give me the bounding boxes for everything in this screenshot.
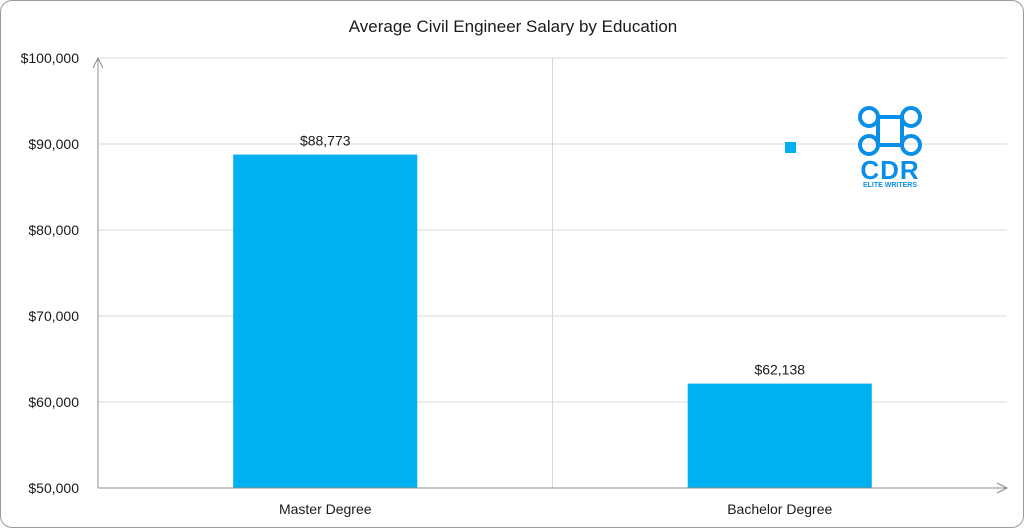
logo-text: CDR (860, 155, 919, 185)
data-label: $88,773 (300, 133, 351, 149)
logo-subtext: ELITE WRITERS (863, 182, 917, 189)
bar (233, 154, 418, 489)
x-tick-label: Master Degree (279, 501, 372, 517)
x-tick-label: Bachelor Degree (727, 501, 832, 517)
bars (233, 154, 872, 489)
cdr-logo: CDR ELITE WRITERS (785, 106, 922, 189)
y-tick-label: $80,000 (28, 222, 79, 238)
labels: $50,000 $60,000 $70,000 $80,000 $90,000 $100,… (21, 50, 833, 517)
data-label: $62,138 (754, 362, 805, 378)
logo-emblem-icon (858, 106, 922, 156)
logo-square-icon (785, 142, 796, 153)
y-tick-label: $100,000 (21, 50, 80, 66)
bar (687, 383, 872, 488)
y-tick-label: $90,000 (28, 136, 79, 152)
y-tick-label: $50,000 (28, 480, 79, 496)
axes (92, 56, 1009, 494)
x-axis-arrow-icon (996, 482, 1009, 494)
y-tick-label: $60,000 (28, 394, 79, 410)
chart-title: Average Civil Engineer Salary by Educati… (349, 17, 678, 36)
y-tick-label: $70,000 (28, 308, 79, 324)
y-axis-arrow-icon (92, 56, 104, 69)
